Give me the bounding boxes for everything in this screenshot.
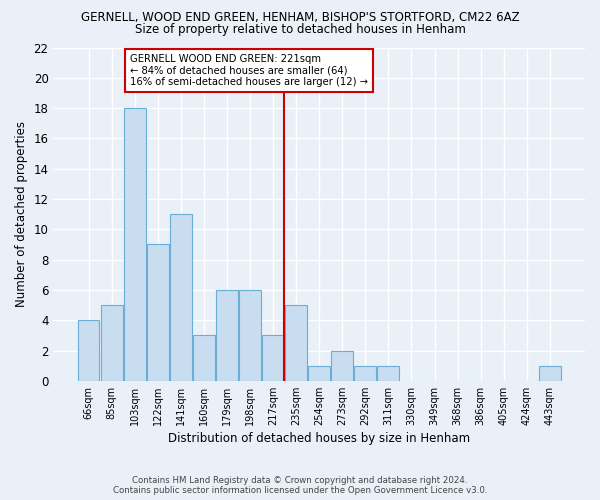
- Bar: [124, 108, 146, 381]
- Bar: [77, 320, 100, 381]
- Bar: [193, 336, 215, 381]
- Bar: [170, 214, 192, 381]
- Bar: [262, 336, 284, 381]
- Bar: [216, 290, 238, 381]
- Text: Contains public sector information licensed under the Open Government Licence v3: Contains public sector information licen…: [113, 486, 487, 495]
- Bar: [239, 290, 261, 381]
- Y-axis label: Number of detached properties: Number of detached properties: [15, 121, 28, 307]
- Text: GERNELL WOOD END GREEN: 221sqm
← 84% of detached houses are smaller (64)
16% of : GERNELL WOOD END GREEN: 221sqm ← 84% of …: [130, 54, 368, 87]
- Bar: [147, 244, 169, 381]
- Bar: [377, 366, 400, 381]
- Bar: [331, 350, 353, 381]
- Bar: [101, 305, 122, 381]
- Bar: [355, 366, 376, 381]
- Bar: [308, 366, 330, 381]
- Text: GERNELL, WOOD END GREEN, HENHAM, BISHOP'S STORTFORD, CM22 6AZ: GERNELL, WOOD END GREEN, HENHAM, BISHOP'…: [80, 11, 520, 24]
- Bar: [539, 366, 561, 381]
- Bar: [285, 305, 307, 381]
- Text: Contains HM Land Registry data © Crown copyright and database right 2024.: Contains HM Land Registry data © Crown c…: [132, 476, 468, 485]
- Text: Size of property relative to detached houses in Henham: Size of property relative to detached ho…: [134, 22, 466, 36]
- X-axis label: Distribution of detached houses by size in Henham: Distribution of detached houses by size …: [168, 432, 470, 445]
